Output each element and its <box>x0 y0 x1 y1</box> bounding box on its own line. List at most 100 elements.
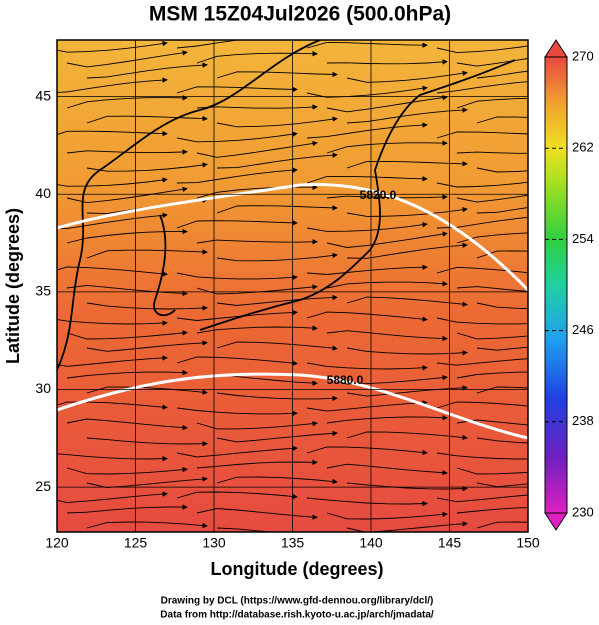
streamline <box>57 401 168 410</box>
x-tick-label: 125 <box>124 535 148 551</box>
streamline <box>456 151 528 154</box>
streamline <box>196 140 318 158</box>
streamline <box>436 452 528 460</box>
footer: Drawing by DCL (https://www.gfd-dennou.o… <box>161 596 434 607</box>
streamline <box>57 453 168 462</box>
streamline <box>456 467 528 475</box>
y-tick-label: 45 <box>35 87 51 103</box>
streamline <box>176 445 298 458</box>
streamline <box>196 50 318 64</box>
streamline <box>476 302 528 310</box>
contour-line <box>57 182 528 292</box>
colorbar-tick-label: 230 <box>572 504 594 519</box>
streamline <box>456 419 528 426</box>
streamline <box>66 466 188 475</box>
streamline <box>456 232 528 244</box>
streamline <box>176 220 298 229</box>
streamline <box>196 459 318 469</box>
streamline <box>306 264 428 275</box>
streamline <box>436 266 528 274</box>
colorbar-extend <box>544 512 568 531</box>
streamline <box>86 340 208 352</box>
streamline <box>346 107 468 124</box>
streamline <box>346 385 468 397</box>
streamline <box>346 347 468 356</box>
streamline <box>86 162 208 172</box>
streamline <box>216 341 338 351</box>
streamline <box>456 286 528 292</box>
x-tick-label: 140 <box>359 535 383 551</box>
contour-label: 5880.0 <box>327 373 364 387</box>
colorbar-tick-label: 262 <box>572 140 594 155</box>
streamline <box>436 181 528 188</box>
colorbar-tick-label: 238 <box>572 413 594 428</box>
streamline <box>66 504 188 514</box>
streamline <box>326 281 448 289</box>
streamline <box>306 122 428 139</box>
streamline <box>196 239 318 245</box>
streamline <box>436 401 528 409</box>
streamline <box>57 319 168 326</box>
streamline <box>196 508 318 520</box>
land-outline <box>57 40 516 371</box>
streamline <box>86 249 208 259</box>
streamline <box>216 252 338 262</box>
colorbar <box>544 56 568 514</box>
x-tick-label: 145 <box>438 535 462 551</box>
streamline <box>346 160 468 169</box>
streamline <box>176 167 298 184</box>
streamline <box>177 543 297 549</box>
streamline <box>216 205 338 214</box>
streamline <box>306 222 428 232</box>
streamline <box>66 330 188 340</box>
contour-label: 5820.0 <box>360 188 397 202</box>
streamline <box>176 491 298 500</box>
streamline <box>66 95 188 109</box>
x-tick-label: 135 <box>281 535 305 551</box>
streamline <box>216 294 338 306</box>
streamline <box>326 194 448 200</box>
streamline <box>326 140 448 154</box>
y-tick-label: 40 <box>35 185 51 201</box>
streamline <box>346 207 468 217</box>
streamline <box>216 392 338 402</box>
streamline <box>326 330 448 342</box>
streamline <box>436 358 528 366</box>
streamline <box>456 507 528 514</box>
streamline <box>66 186 188 204</box>
streamline <box>216 430 338 443</box>
streamline <box>436 81 528 94</box>
x-tick-label: 130 <box>202 535 226 551</box>
streamline <box>86 302 208 311</box>
streamline <box>306 362 428 371</box>
streamline <box>176 272 298 281</box>
streamline <box>86 521 208 529</box>
colorbar-tick-label: 246 <box>572 322 594 337</box>
streamline <box>436 45 528 54</box>
streamline <box>306 41 428 49</box>
y-axis-label: Latitude (degrees) <box>3 208 23 364</box>
streamline <box>346 242 468 259</box>
streamline <box>456 58 528 67</box>
streamline <box>57 130 168 137</box>
streamline <box>66 418 188 431</box>
streamline <box>326 511 448 520</box>
streamline <box>436 216 528 229</box>
footer: Data from http://database.rish.kyoto-u.a… <box>160 610 434 621</box>
streamline <box>216 527 338 532</box>
streamline <box>306 175 428 184</box>
streamline <box>436 131 528 139</box>
streamline <box>176 309 298 321</box>
streamline <box>216 116 338 128</box>
streamline <box>216 152 338 169</box>
streamline <box>176 407 298 417</box>
colorbar-tick-label: 270 <box>572 48 594 63</box>
streamline <box>476 346 528 351</box>
streamline <box>476 250 528 259</box>
streamline <box>196 104 318 110</box>
streamline <box>326 231 448 248</box>
streamline <box>476 70 528 79</box>
streamline <box>57 212 168 230</box>
streamline <box>476 167 528 173</box>
